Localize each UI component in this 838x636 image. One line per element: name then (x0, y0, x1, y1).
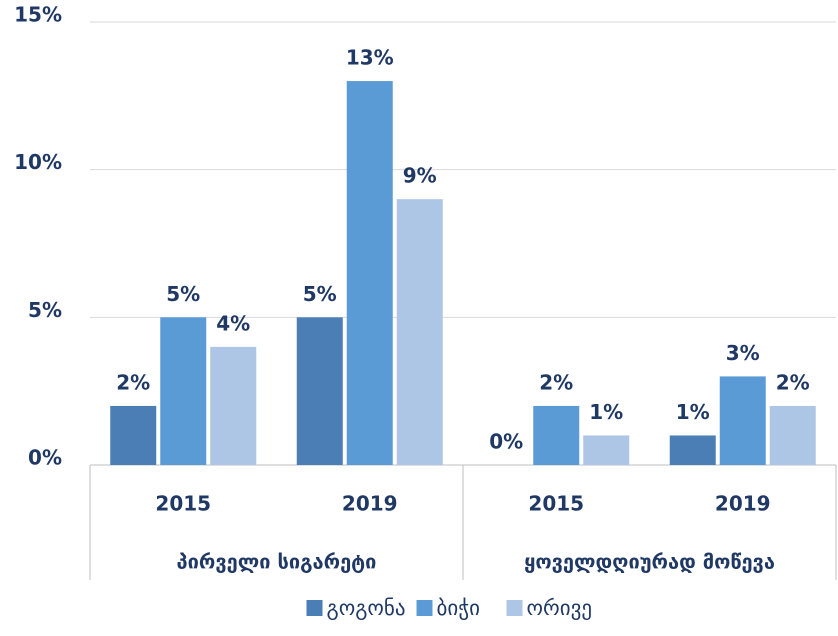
bar (210, 346, 257, 465)
bar (396, 199, 443, 465)
y-tick-label: 0% (28, 446, 62, 470)
y-tick-label: 5% (28, 298, 62, 322)
bar (719, 376, 766, 465)
x-tick-label: 2019 (342, 492, 398, 516)
x-tick-label: 2019 (715, 492, 771, 516)
value-label: 9% (403, 164, 437, 188)
bar (346, 81, 393, 466)
bar (110, 405, 157, 465)
x-tick-label: 2015 (528, 492, 584, 516)
bar (669, 435, 716, 465)
value-label: 3% (726, 341, 760, 365)
value-label: 5% (303, 282, 337, 306)
value-label: 2% (539, 370, 573, 394)
bar (296, 317, 343, 465)
group-label: პირველი სიგარეტი (177, 550, 377, 574)
value-label: 5% (166, 282, 200, 306)
x-tick-label: 2015 (155, 492, 211, 516)
value-label: 2% (116, 370, 150, 394)
bar (160, 317, 207, 465)
bar (769, 405, 816, 465)
value-label: 13% (346, 46, 394, 70)
bar (533, 405, 580, 465)
y-tick-label: 10% (14, 150, 62, 174)
legend-swatch (416, 600, 433, 616)
group-label: ყოველდღიურად მოწევა (524, 550, 775, 574)
bar (583, 435, 630, 465)
legend-label: ორივე (527, 596, 593, 620)
value-label: 2% (776, 370, 810, 394)
legend-label: ბიჭი (437, 596, 481, 620)
legend-label: გოგონა (327, 596, 406, 620)
y-tick-label: 15% (14, 3, 62, 27)
value-label: 4% (216, 311, 250, 335)
value-label: 0% (489, 430, 523, 454)
legend-swatch (306, 600, 323, 616)
value-label: 1% (589, 400, 623, 424)
legend-swatch (506, 600, 523, 616)
value-label: 1% (676, 400, 710, 424)
